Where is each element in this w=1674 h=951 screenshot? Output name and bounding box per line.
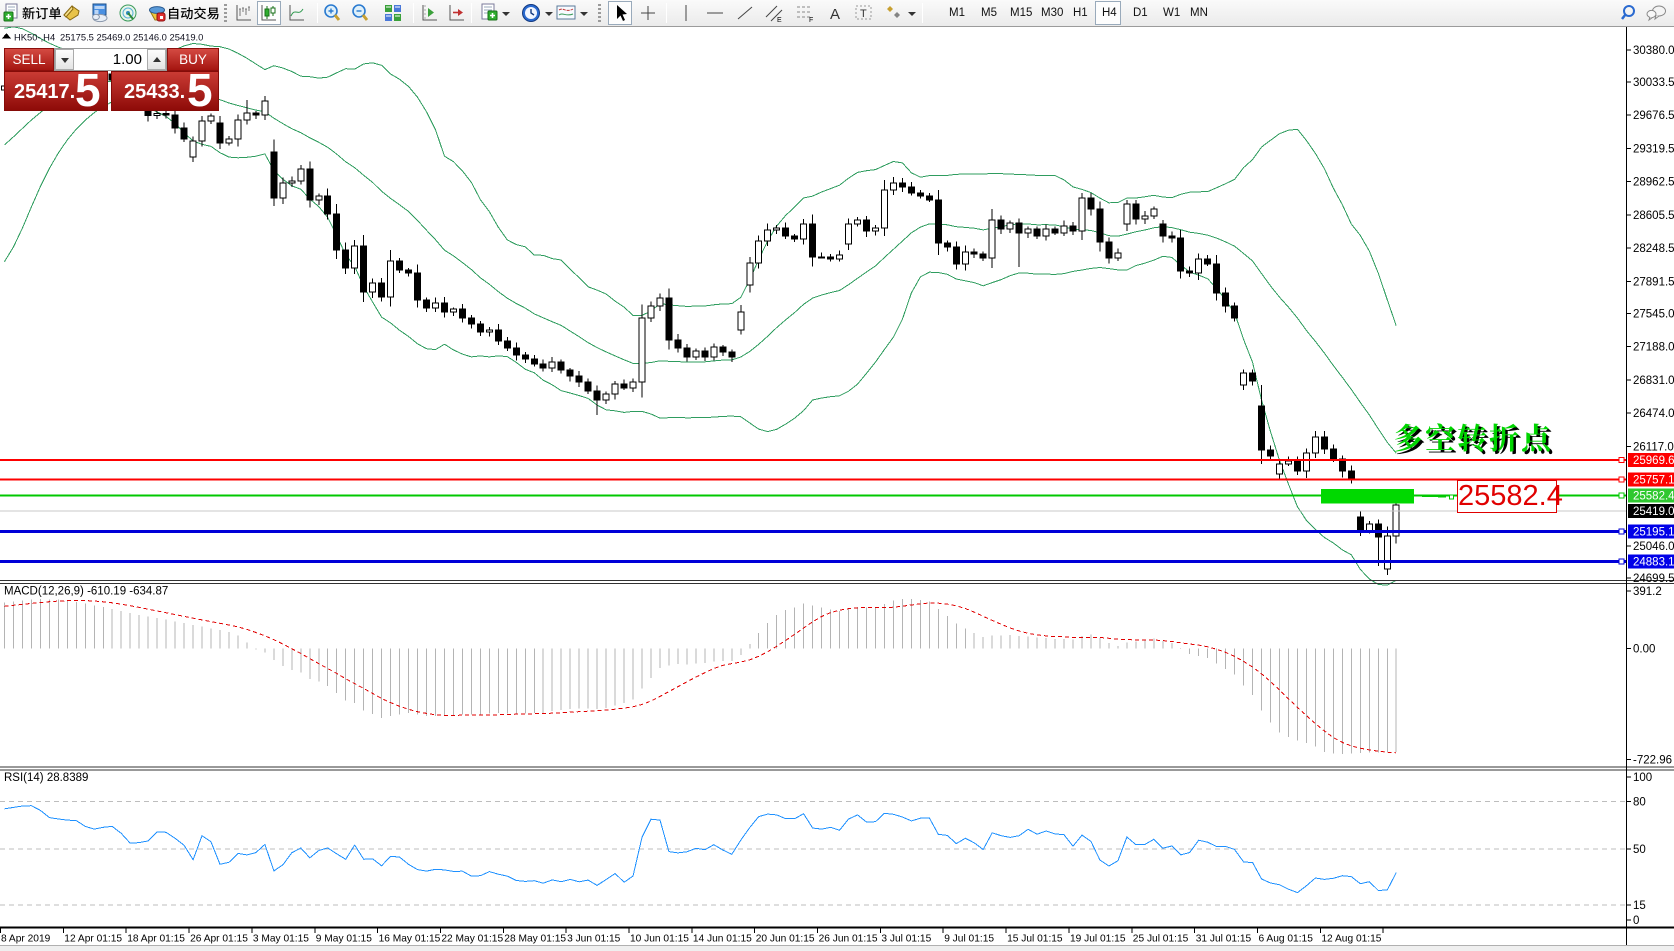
svg-text:25419.0: 25419.0 xyxy=(1633,506,1674,518)
svg-text:28 May 01:15: 28 May 01:15 xyxy=(504,934,566,945)
svg-text:25195.1: 25195.1 xyxy=(1633,527,1674,539)
svg-text:28248.5: 28248.5 xyxy=(1633,243,1674,255)
svg-text:24883.1: 24883.1 xyxy=(1633,556,1674,568)
svg-text:25175.5 25469.0 25146.0 25419.: 25175.5 25469.0 25146.0 25419.0 xyxy=(60,32,203,43)
svg-text:25969.6: 25969.6 xyxy=(1633,455,1674,467)
svg-text:19 Jul 01:15: 19 Jul 01:15 xyxy=(1070,934,1126,945)
svg-text:26 Apr 01:15: 26 Apr 01:15 xyxy=(190,934,248,945)
svg-text:30033.5: 30033.5 xyxy=(1633,77,1674,89)
svg-text:80: 80 xyxy=(1633,797,1646,809)
svg-text:100: 100 xyxy=(1633,772,1652,784)
svg-text:3 Jun 01:15: 3 Jun 01:15 xyxy=(567,934,621,945)
svg-text:20 Jun 01:15: 20 Jun 01:15 xyxy=(756,934,815,945)
svg-text:26117.0: 26117.0 xyxy=(1633,441,1674,453)
svg-text:15: 15 xyxy=(1633,900,1646,912)
svg-text:29676.5: 29676.5 xyxy=(1633,110,1674,122)
svg-text:HK50-,H4: HK50-,H4 xyxy=(14,32,55,43)
svg-text:10 Jun 01:15: 10 Jun 01:15 xyxy=(630,934,689,945)
svg-text:26474.0: 26474.0 xyxy=(1633,408,1674,420)
svg-text:T: T xyxy=(860,8,867,20)
svg-text:391.2: 391.2 xyxy=(1633,586,1662,598)
svg-text:MACD(12,26,9) -610.19 -634.87: MACD(12,26,9) -610.19 -634.87 xyxy=(4,586,168,598)
svg-text:28962.5: 28962.5 xyxy=(1633,177,1674,189)
svg-text:14 Jun 01:15: 14 Jun 01:15 xyxy=(693,934,752,945)
svg-text:-722.96: -722.96 xyxy=(1633,755,1672,767)
svg-text:12 Apr 01:15: 12 Apr 01:15 xyxy=(64,934,122,945)
svg-text:RSI(14) 28.8389: RSI(14) 28.8389 xyxy=(4,772,88,784)
svg-text:F: F xyxy=(809,17,813,23)
svg-text:9 Jul 01:15: 9 Jul 01:15 xyxy=(944,934,994,945)
svg-text:0: 0 xyxy=(1633,915,1639,927)
svg-text:29319.5: 29319.5 xyxy=(1633,143,1674,155)
svg-text:12 Aug 01:15: 12 Aug 01:15 xyxy=(1321,934,1381,945)
svg-text:8 Apr 2019: 8 Apr 2019 xyxy=(1,934,51,945)
svg-text:25582.4: 25582.4 xyxy=(1633,490,1674,502)
svg-text:16 May 01:15: 16 May 01:15 xyxy=(379,934,441,945)
svg-text:50: 50 xyxy=(1633,844,1646,856)
svg-text:28605.5: 28605.5 xyxy=(1633,210,1674,222)
svg-text:15 Jul 01:15: 15 Jul 01:15 xyxy=(1007,934,1063,945)
svg-text:6 Aug 01:15: 6 Aug 01:15 xyxy=(1259,934,1314,945)
svg-text:27891.5: 27891.5 xyxy=(1633,276,1674,288)
svg-text:9 May 01:15: 9 May 01:15 xyxy=(316,934,372,945)
svg-text:24699.5: 24699.5 xyxy=(1633,573,1674,585)
svg-text:0.00: 0.00 xyxy=(1633,644,1655,656)
svg-text:18 Apr 01:15: 18 Apr 01:15 xyxy=(127,934,185,945)
svg-text:27545.0: 27545.0 xyxy=(1633,309,1674,321)
svg-text:26831.0: 26831.0 xyxy=(1633,375,1674,387)
svg-text:31 Jul 01:15: 31 Jul 01:15 xyxy=(1196,934,1252,945)
svg-text:30380.0: 30380.0 xyxy=(1633,45,1674,57)
svg-text:A: A xyxy=(830,6,840,23)
svg-text:26 Jun 01:15: 26 Jun 01:15 xyxy=(819,934,878,945)
svg-text:27188.0: 27188.0 xyxy=(1633,342,1674,354)
svg-text:3 Jul 01:15: 3 Jul 01:15 xyxy=(881,934,931,945)
svg-text:3 May 01:15: 3 May 01:15 xyxy=(253,934,309,945)
svg-text:22 May 01:15: 22 May 01:15 xyxy=(441,934,503,945)
svg-text:25757.1: 25757.1 xyxy=(1633,474,1674,486)
svg-text:25046.0: 25046.0 xyxy=(1633,541,1674,553)
svg-text:25 Jul 01:15: 25 Jul 01:15 xyxy=(1133,934,1189,945)
svg-text:E: E xyxy=(777,17,782,23)
